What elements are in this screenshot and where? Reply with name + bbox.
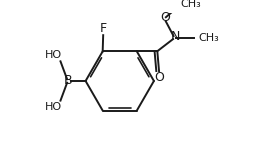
Text: HO: HO	[44, 102, 62, 112]
Text: CH₃: CH₃	[180, 0, 201, 9]
Text: HO: HO	[44, 50, 62, 60]
Text: F: F	[100, 22, 107, 35]
Text: O: O	[160, 11, 170, 24]
Text: CH₃: CH₃	[198, 33, 219, 43]
Text: O: O	[154, 70, 164, 84]
Text: N: N	[171, 30, 180, 43]
Text: B: B	[64, 75, 73, 87]
